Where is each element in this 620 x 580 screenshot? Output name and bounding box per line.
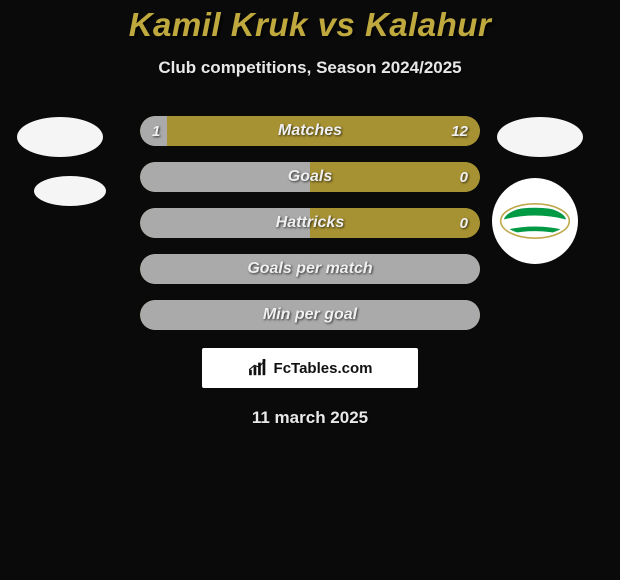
bar-label: Matches (140, 116, 480, 146)
bar-label: Hattricks (140, 208, 480, 238)
bar-value-right: 0 (460, 208, 468, 238)
source-badge-text: FcTables.com (274, 360, 373, 377)
bars-chart-icon (248, 359, 270, 377)
infographic-content: Kamil Kruk vs Kalahur Club competitions,… (0, 0, 620, 580)
bar-value-right: 0 (460, 162, 468, 192)
bar-row: Min per goal (140, 300, 480, 330)
bar-row: Matches1 12 (140, 116, 480, 146)
club-shield-icon (496, 182, 574, 260)
club-right-logo (492, 178, 578, 264)
date-label: 11 march 2025 (0, 408, 620, 428)
subtitle: Club competitions, Season 2024/2025 (0, 58, 620, 78)
bar-label: Goals (140, 162, 480, 192)
bar-label: Min per goal (140, 300, 480, 330)
bar-row: Goals0 (140, 162, 480, 192)
bar-row: Hattricks0 (140, 208, 480, 238)
player-left-avatar (17, 117, 103, 157)
bar-value-left: 1 (152, 116, 160, 146)
bar-value-right: 12 (451, 116, 468, 146)
bar-label: Goals per match (140, 254, 480, 284)
player-right-avatar (497, 117, 583, 157)
page-title: Kamil Kruk vs Kalahur (0, 6, 620, 44)
source-badge: FcTables.com (202, 348, 418, 388)
club-left-placeholder (34, 176, 106, 206)
bar-row: Goals per match (140, 254, 480, 284)
